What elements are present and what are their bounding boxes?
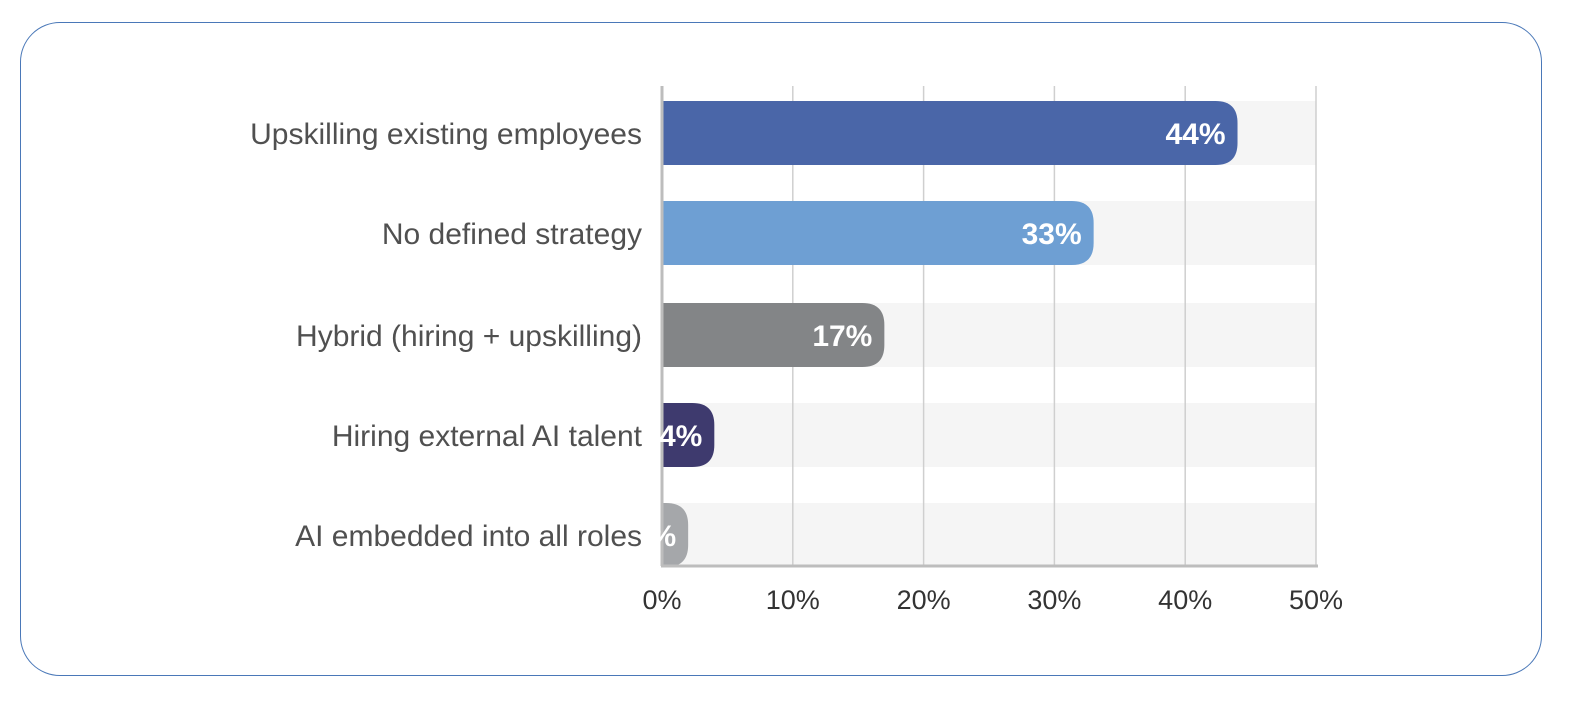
category-label: Hybrid (hiring + upskilling) — [296, 320, 642, 353]
axes — [660, 86, 1318, 568]
bar — [662, 303, 885, 367]
category-label: AI embedded into all roles — [295, 520, 642, 553]
data-label: 17% — [812, 320, 872, 353]
data-label: 4% — [659, 420, 702, 453]
x-tick-label: 40% — [1158, 585, 1212, 615]
gridlines — [792, 86, 1317, 566]
bar — [662, 101, 1238, 165]
bar — [662, 403, 715, 467]
category-label: Hiring external AI talent — [332, 420, 643, 453]
data-label: 2% — [633, 520, 676, 553]
x-tick-label: 0% — [642, 585, 681, 615]
category-label: No defined strategy — [382, 218, 642, 251]
labels: 44% 33% 17% 4% 2% Upskilling existing employe… — [250, 118, 1343, 615]
bar — [662, 503, 689, 567]
data-label: 33% — [1022, 218, 1082, 251]
category-label: Upskilling existing employees — [250, 118, 642, 151]
bars — [662, 101, 1238, 567]
x-tick-label: 50% — [1289, 585, 1343, 615]
x-tick-label: 30% — [1027, 585, 1081, 615]
x-tick-label: 20% — [897, 585, 951, 615]
x-tick-label: 10% — [766, 585, 820, 615]
bar — [662, 201, 1094, 265]
row-band — [662, 403, 1316, 467]
row-band — [662, 503, 1316, 567]
data-label: 44% — [1165, 118, 1225, 151]
